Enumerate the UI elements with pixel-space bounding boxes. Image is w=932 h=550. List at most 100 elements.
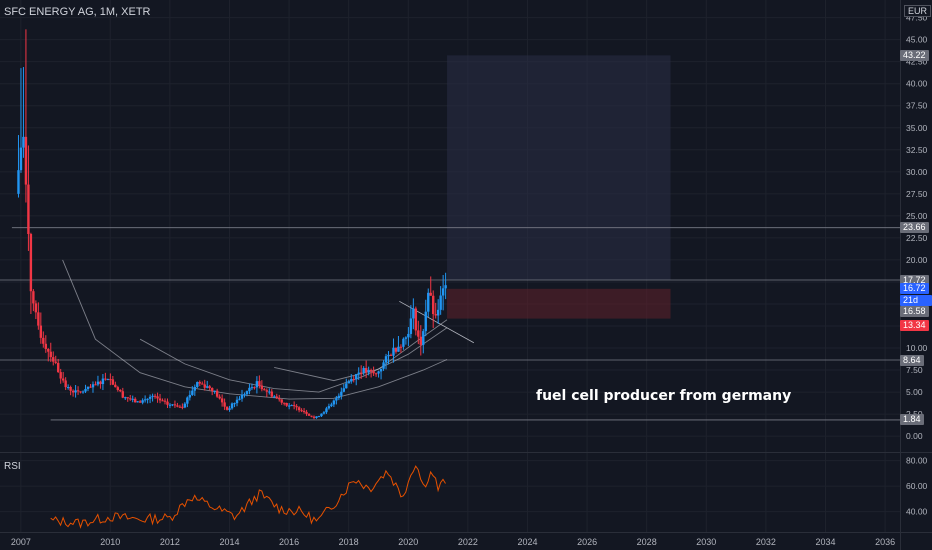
candle-body <box>359 372 363 374</box>
candle-body <box>52 357 55 362</box>
currency-label[interactable]: EUR <box>904 5 932 17</box>
candle-body <box>196 382 199 387</box>
chart-annotation[interactable]: fuel cell producer from germany <box>536 388 792 404</box>
x-tick-label: 2022 <box>458 537 478 547</box>
y-tick-label: 42.50 <box>906 57 928 67</box>
y-tick-label: 25.00 <box>906 211 928 221</box>
candle-body <box>357 372 360 375</box>
candle-body <box>280 399 283 403</box>
candle-body <box>126 397 129 399</box>
candle-body <box>210 388 214 391</box>
price-tag: 21d 1h <box>900 295 932 316</box>
candle-body <box>350 379 353 382</box>
candle-body <box>22 136 25 148</box>
candle-body <box>191 390 194 395</box>
candle-body <box>441 288 445 296</box>
x-tick-label: 2036 <box>875 537 895 547</box>
candle-body <box>106 379 110 381</box>
target-zone[interactable] <box>447 55 671 281</box>
candle-body <box>71 390 75 393</box>
candle-body <box>332 400 336 405</box>
candle-body <box>114 384 117 388</box>
candle-body <box>193 386 197 391</box>
candle-body <box>173 404 177 406</box>
stop-zone[interactable] <box>447 288 671 319</box>
candle-body <box>57 362 60 373</box>
y-tick-label: 35.00 <box>906 123 928 133</box>
candle-body <box>278 397 281 400</box>
candle-body <box>69 386 72 391</box>
candle-body <box>305 411 308 414</box>
candle-body <box>337 395 341 399</box>
x-tick-label: 2014 <box>219 537 239 547</box>
price-tag: 17.72 <box>900 274 929 286</box>
candle-body <box>188 394 192 398</box>
candle-body <box>345 383 348 389</box>
candle-body <box>104 378 107 380</box>
x-tick-label: 2028 <box>637 537 657 547</box>
candle-body <box>129 398 132 400</box>
candle-body <box>119 389 122 392</box>
candle-body <box>327 406 331 409</box>
trendline[interactable] <box>399 300 475 344</box>
candle-body <box>352 379 355 381</box>
price-tag: 43.22 <box>900 49 929 61</box>
candle-body <box>273 396 276 398</box>
candle-body <box>178 406 182 408</box>
candle-body <box>34 303 38 313</box>
candle-body <box>243 394 246 396</box>
rsi-tick-label: 40.00 <box>906 507 928 517</box>
candle-body <box>364 368 368 373</box>
candle-body <box>99 381 102 385</box>
x-tick-label: 2020 <box>398 537 418 547</box>
candle-body <box>342 388 346 392</box>
candle-body <box>275 396 278 398</box>
candle-body <box>136 401 139 403</box>
candle-body <box>424 311 427 332</box>
candle-body <box>158 398 162 401</box>
y-tick-label: 32.50 <box>906 145 928 155</box>
candle-body <box>66 386 70 388</box>
candle-body <box>153 395 157 397</box>
candle-body <box>432 295 435 315</box>
candle-body <box>61 378 65 381</box>
candle-body <box>49 351 52 358</box>
candle-body <box>439 295 442 310</box>
price-tag: 13.34 <box>900 320 929 332</box>
moving-average-line <box>274 319 448 382</box>
candle-body <box>133 398 137 403</box>
candle-body <box>362 368 365 373</box>
candle-body <box>377 371 380 374</box>
candle-body <box>369 369 373 372</box>
candle-body <box>74 390 77 393</box>
y-tick-label: 20.00 <box>906 255 928 265</box>
candle-body <box>429 292 432 296</box>
candle-body <box>397 346 400 352</box>
candle-body <box>409 318 413 334</box>
candle-body <box>163 400 167 402</box>
candle-body <box>151 395 154 397</box>
candle-body <box>355 374 358 380</box>
candle-body <box>414 308 418 331</box>
candle-body <box>250 387 254 389</box>
candle-body <box>402 338 405 347</box>
candle-body <box>76 390 80 392</box>
candle-body <box>238 398 241 400</box>
candle-body <box>19 147 23 171</box>
candle-body <box>335 398 338 401</box>
y-tick-label: 2.50 <box>906 409 923 419</box>
candle-body <box>198 382 201 384</box>
candle-body <box>340 391 343 396</box>
candle-body <box>86 386 90 389</box>
candle-body <box>322 412 326 414</box>
candle-body <box>417 330 420 337</box>
candle-body <box>412 308 415 319</box>
y-tick-label: 0.00 <box>906 431 923 441</box>
candle-body <box>407 333 410 338</box>
candle-body <box>161 400 164 402</box>
candle-body <box>372 371 375 374</box>
candle-body <box>81 391 85 393</box>
candle-body <box>382 362 385 369</box>
candle-body <box>124 397 127 399</box>
